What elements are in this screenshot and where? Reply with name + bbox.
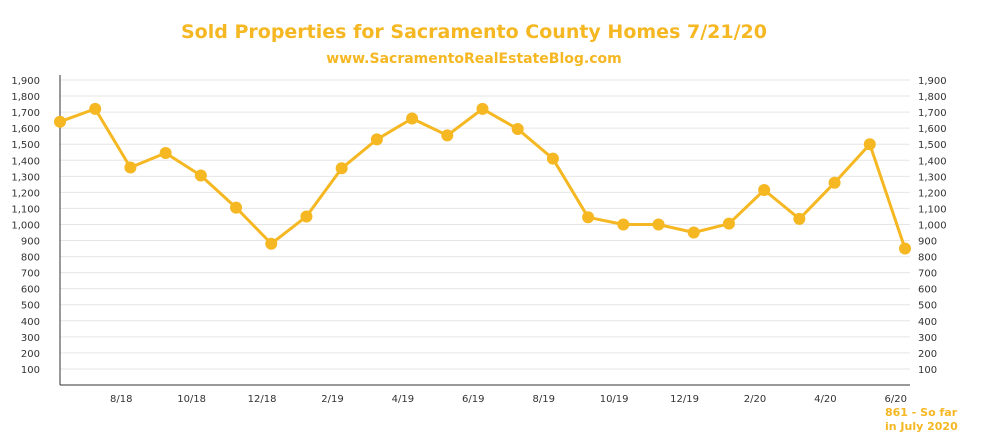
y-tick-label-right: 600	[918, 285, 937, 296]
data-point	[652, 218, 665, 231]
data-point	[230, 201, 243, 214]
x-tick-label: 2/20	[744, 394, 766, 405]
x-tick-label: 8/18	[110, 394, 132, 405]
y-axis-right-ticks: 100 200 300 400 500 600 700 800 900 1,000 1,100 1,2…	[918, 76, 947, 376]
data-point	[159, 147, 172, 160]
y-tick-label-left: 600	[21, 285, 40, 296]
data-point	[758, 183, 771, 196]
y-tick-label-right: 200	[918, 349, 937, 360]
y-tick-label-right: 700	[918, 269, 937, 280]
y-tick-label-right: 400	[918, 317, 937, 328]
y-tick-label-left: 700	[21, 269, 40, 280]
data-point	[370, 133, 383, 146]
y-tick-label-right: 1,000	[918, 220, 947, 231]
y-tick-label-left: 1,400	[11, 156, 40, 167]
y-tick-label-right: 300	[918, 333, 937, 344]
x-tick-label: 8/19	[532, 394, 554, 405]
y-tick-label-left: 1,200	[11, 188, 40, 199]
annotation-line-1: 861 - So far	[885, 406, 958, 419]
chart-title: Sold Properties for Sacramento County Ho…	[181, 21, 767, 43]
data-point	[406, 112, 419, 125]
data-point	[194, 169, 207, 182]
y-tick-label-right: 1,900	[918, 76, 947, 87]
data-point	[124, 161, 137, 174]
data-point	[300, 210, 313, 223]
data-point	[511, 122, 524, 135]
x-tick-label: 2/19	[321, 394, 343, 405]
y-tick-label-left: 900	[21, 237, 40, 248]
data-point	[863, 138, 876, 151]
data-point	[582, 211, 595, 224]
data-point	[899, 242, 911, 255]
x-tick-label: 12/19	[670, 394, 699, 405]
data-point	[793, 212, 806, 225]
y-tick-label-right: 1,600	[918, 124, 947, 135]
y-tick-label-left: 800	[21, 253, 40, 264]
gridlines	[60, 79, 910, 370]
y-tick-label-left: 1,800	[11, 92, 40, 103]
data-point	[89, 102, 102, 115]
data-point	[722, 217, 735, 230]
series-line	[59, 107, 907, 250]
x-axis-ticks: 8/18 10/18 12/18 2/19 4/19 6/19 8/19 10/19 12/19…	[110, 394, 907, 405]
data-point	[54, 115, 66, 128]
y-tick-label-left: 400	[21, 317, 40, 328]
data-point	[828, 176, 841, 189]
data-point	[546, 152, 559, 165]
y-tick-label-right: 1,800	[918, 92, 947, 103]
y-tick-label-right: 1,300	[918, 172, 947, 183]
data-point	[441, 129, 454, 142]
x-tick-label: 6/20	[885, 394, 907, 405]
y-tick-label-left: 1,500	[11, 140, 40, 151]
y-tick-label-left: 1,900	[11, 76, 40, 87]
data-point	[617, 218, 630, 231]
y-tick-label-right: 1,200	[918, 188, 947, 199]
data-point	[335, 162, 348, 175]
axes	[59, 75, 910, 386]
data-point	[687, 226, 700, 239]
x-tick-label: 10/18	[177, 394, 206, 405]
x-tick-label: 6/19	[462, 394, 484, 405]
y-tick-label-right: 800	[918, 253, 937, 264]
y-tick-label-right: 1,500	[918, 140, 947, 151]
x-tick-label: 4/19	[392, 394, 414, 405]
y-tick-label-left: 1,700	[11, 108, 40, 119]
y-tick-label-right: 1,100	[918, 204, 947, 215]
y-tick-label-left: 500	[21, 301, 40, 312]
y-tick-label-left: 1,600	[11, 124, 40, 135]
annotation-line-2: in July 2020	[885, 420, 958, 433]
chart-subtitle: www.SacramentoRealEstateBlog.com	[326, 51, 621, 67]
y-tick-label-left: 1,300	[11, 172, 40, 183]
y-axis-left-ticks: 100 200 300 400 500 600 700 800 900 1,000 1,100 1,2…	[11, 76, 40, 376]
x-tick-label: 4/20	[814, 394, 836, 405]
y-tick-label-right: 900	[918, 237, 937, 248]
y-tick-label-right: 100	[918, 365, 937, 376]
sold-series	[54, 102, 911, 255]
data-point	[265, 237, 278, 250]
y-tick-label-left: 200	[21, 349, 40, 360]
y-tick-label-left: 1,100	[11, 204, 40, 215]
x-tick-label: 10/19	[600, 394, 629, 405]
data-point	[476, 102, 489, 115]
y-tick-label-right: 1,400	[918, 156, 947, 167]
y-tick-label-left: 1,000	[11, 220, 40, 231]
y-tick-label-right: 500	[918, 301, 937, 312]
y-tick-label-left: 300	[21, 333, 40, 344]
x-tick-label: 12/18	[248, 394, 277, 405]
y-tick-label-right: 1,700	[918, 108, 947, 119]
y-tick-label-left: 100	[21, 365, 40, 376]
